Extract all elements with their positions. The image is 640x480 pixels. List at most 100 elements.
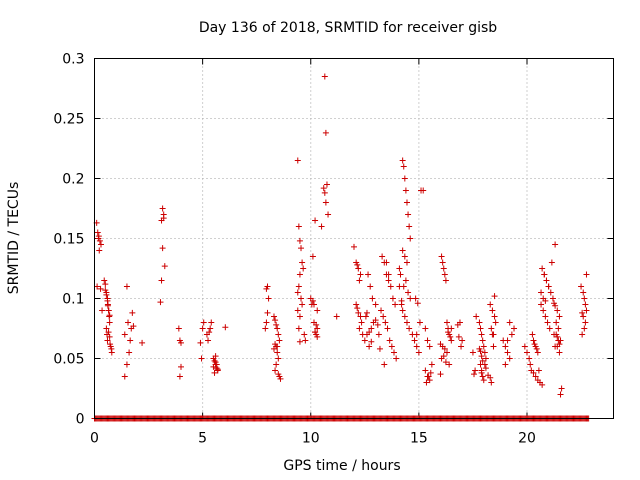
chart-title: Day 136 of 2018, SRMTID for receiver gis…: [199, 20, 497, 36]
data-point: [139, 339, 146, 346]
y-axis-label: SRMTID / TECUs: [6, 182, 22, 295]
data-point: [379, 253, 386, 260]
data-point: [401, 313, 408, 320]
data-point: [441, 271, 448, 278]
y-tick-label: 0.05: [53, 352, 84, 368]
data-point: [314, 307, 321, 314]
data-point: [391, 349, 398, 356]
data-point: [214, 366, 221, 373]
data-point: [275, 331, 282, 338]
data-point: [502, 361, 509, 368]
data-point: [532, 373, 539, 380]
data-point: [583, 307, 590, 314]
data-point: [383, 259, 390, 266]
data-point: [506, 355, 513, 362]
data-point: [504, 337, 511, 344]
data-point: [534, 349, 541, 356]
data-point: [314, 325, 321, 332]
data-point: [353, 301, 360, 308]
data-point: [300, 265, 307, 272]
data-point: [99, 307, 106, 314]
data-point: [211, 357, 218, 364]
plot-frame: [94, 58, 614, 419]
data-point: [508, 331, 515, 338]
data-point: [354, 305, 361, 312]
data-point: [277, 375, 284, 382]
data-point: [175, 325, 182, 332]
data-point: [105, 329, 112, 336]
data-point: [438, 355, 445, 362]
data-point: [368, 325, 375, 332]
data-point: [121, 331, 128, 338]
y-tick-label: 0.2: [62, 172, 84, 188]
data-point: [488, 325, 495, 332]
data-point: [554, 307, 561, 314]
data-point: [295, 325, 302, 332]
data-point: [480, 343, 487, 350]
data-point: [471, 371, 478, 378]
data-point: [312, 217, 319, 224]
data-point: [403, 319, 410, 326]
data-point: [126, 349, 133, 356]
data-point: [127, 337, 134, 344]
data-point: [206, 329, 213, 336]
data-point: [579, 331, 586, 338]
data-point: [309, 253, 316, 260]
data-point: [393, 355, 400, 362]
data-point: [96, 247, 103, 254]
data-point: [198, 355, 205, 362]
data-point: [491, 293, 498, 300]
data-point: [477, 325, 484, 332]
data-point: [511, 325, 518, 332]
data-point: [270, 345, 277, 352]
data-point: [108, 349, 115, 356]
data-point: [422, 367, 429, 374]
data-point: [557, 337, 564, 344]
data-point: [270, 313, 277, 320]
data-point: [298, 245, 305, 252]
data-point: [366, 343, 373, 350]
data-point: [555, 325, 562, 332]
data-point: [97, 285, 104, 292]
data-point: [557, 391, 564, 398]
data-point: [380, 313, 387, 320]
data-point: [413, 331, 420, 338]
data-point: [530, 369, 537, 376]
data-point: [400, 283, 407, 290]
data-point: [580, 313, 587, 320]
data-point: [413, 343, 420, 350]
data-point: [458, 343, 465, 350]
data-point: [94, 229, 101, 236]
data-point: [357, 271, 364, 278]
data-point: [423, 379, 430, 386]
data-point: [488, 379, 495, 386]
y-tick-label: 0.25: [53, 112, 84, 128]
data-point: [492, 319, 499, 326]
data-point: [385, 271, 392, 278]
data-point: [294, 307, 301, 314]
data-point: [582, 301, 589, 308]
data-point: [426, 343, 433, 350]
data-point: [104, 302, 111, 309]
data-point: [106, 319, 113, 326]
data-point: [355, 265, 362, 272]
data-point: [443, 349, 450, 356]
data-point: [104, 337, 111, 344]
data-point: [318, 223, 325, 230]
data-point: [160, 215, 167, 222]
data-point: [159, 245, 166, 252]
data-point: [392, 301, 399, 308]
data-point: [455, 333, 462, 340]
data-point: [200, 319, 207, 326]
data-point: [581, 295, 588, 302]
data-point: [294, 157, 301, 164]
data-point: [197, 339, 204, 346]
data-point: [526, 355, 533, 362]
data-point: [553, 319, 560, 326]
data-point: [558, 385, 565, 392]
data-point: [556, 313, 563, 320]
data-point: [414, 300, 421, 307]
data-point: [262, 325, 269, 332]
data-point: [102, 281, 109, 288]
grid-lines: [94, 58, 614, 419]
